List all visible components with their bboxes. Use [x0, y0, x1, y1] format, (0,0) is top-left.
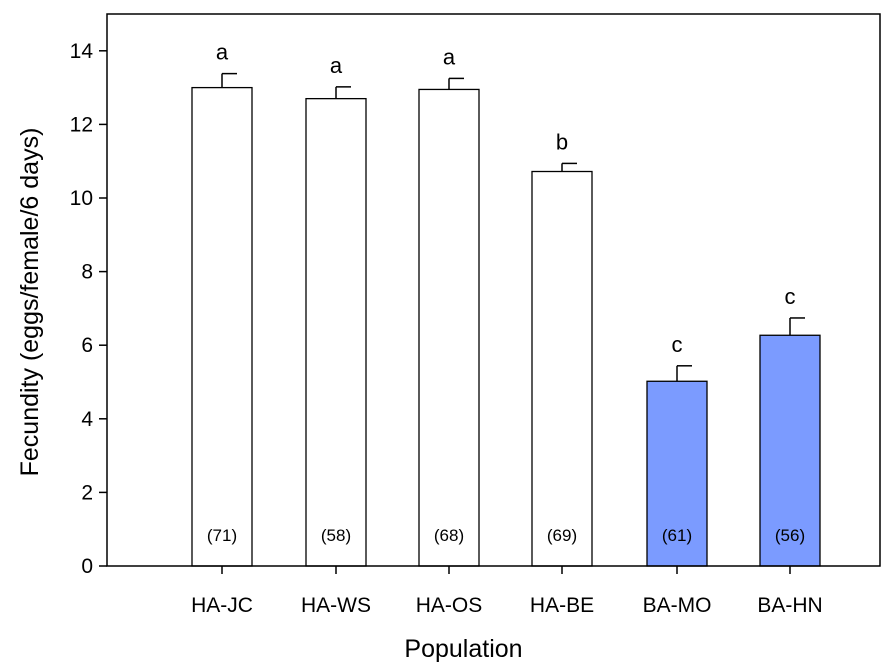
x-tick-label: HA-OS [416, 594, 483, 617]
y-tick-label: 12 [70, 113, 93, 136]
significance-letter: a [443, 44, 456, 69]
y-tick-label: 2 [81, 481, 93, 504]
sample-size-label: (71) [207, 526, 237, 545]
significance-letter: a [216, 40, 229, 65]
y-tick-label: 14 [70, 40, 94, 63]
error-bars [221, 72, 805, 382]
significance-letter: a [330, 53, 343, 78]
y-axis-ticks: 0 2 4 6 8 10 12 14 [70, 40, 107, 578]
significance-letters: a a a b c c [216, 40, 796, 357]
bar [305, 97, 367, 567]
bar [191, 86, 253, 567]
y-axis-title: Fecundity (eggs/female/6 days) [16, 128, 44, 477]
x-tick-label: HA-BE [530, 594, 594, 617]
bar [531, 170, 593, 567]
sample-size-label: (58) [321, 526, 351, 545]
sample-size-labels: (71) (58) (68) (69) (61) (56) [207, 526, 805, 545]
x-axis-category-labels: HA-JC HA-WS HA-OS HA-BE BA-MO BA-HN [191, 566, 823, 617]
x-tick-label: BA-MO [643, 594, 712, 617]
x-tick-label: BA-HN [757, 594, 822, 617]
significance-letter: c [672, 332, 683, 357]
significance-letter: c [785, 284, 796, 309]
bar [646, 380, 708, 567]
sample-size-label: (56) [775, 526, 805, 545]
plot-frame [106, 13, 881, 567]
bar [759, 334, 821, 567]
y-tick-label: 8 [81, 261, 93, 284]
significance-letter: b [556, 129, 568, 154]
x-axis-title: Population [404, 635, 522, 663]
y-tick-label: 10 [70, 187, 93, 210]
y-tick-label: 0 [81, 555, 93, 578]
sample-size-label: (69) [547, 526, 577, 545]
x-tick-label: HA-JC [191, 594, 253, 617]
y-tick-label: 6 [81, 334, 93, 357]
x-tick-label: HA-WS [301, 594, 371, 617]
bars [191, 86, 821, 567]
sample-size-label: (68) [434, 526, 464, 545]
sample-size-label: (61) [662, 526, 692, 545]
y-tick-label: 4 [81, 408, 93, 431]
bar [418, 88, 480, 567]
